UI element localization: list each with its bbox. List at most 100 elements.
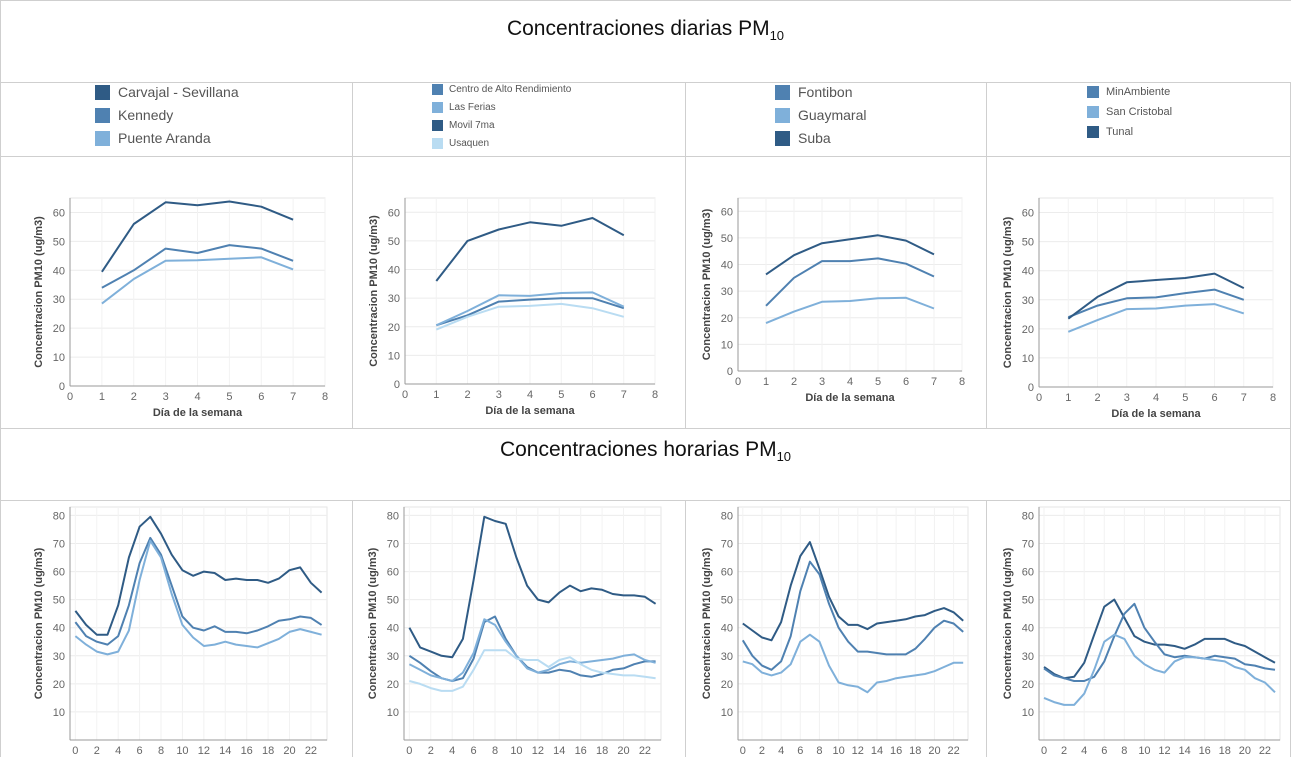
x-tick-label: 20 <box>617 745 629 757</box>
x-tick-label: 2 <box>464 389 470 401</box>
x-tick-label: 5 <box>875 376 881 388</box>
legend-label: Guaymaral <box>798 107 867 123</box>
legend-swatch <box>1087 86 1099 98</box>
legend-label: Usaquen <box>449 138 490 149</box>
y-tick-label: 40 <box>1022 266 1034 278</box>
x-tick-label: 4 <box>449 745 455 757</box>
y-tick-label: 20 <box>1022 679 1034 691</box>
legend-item: Fontibon <box>775 84 852 100</box>
x-tick-label: 22 <box>305 745 317 757</box>
y-axis-label: Concentracion PM10 (ug/m3) <box>33 547 45 699</box>
x-tick-label: 2 <box>759 745 765 757</box>
x-tick-label: 10 <box>1138 745 1150 757</box>
series-line <box>765 296 935 325</box>
y-axis-label: Concentracion PM10 (ug/m3) <box>33 216 45 368</box>
y-tick-label: 80 <box>53 510 65 522</box>
legend-swatch <box>95 130 110 146</box>
x-tick-label: 7 <box>621 389 627 401</box>
series-line <box>1067 303 1245 333</box>
x-tick-label: 18 <box>909 745 921 757</box>
y-tick-label: 10 <box>1022 353 1034 365</box>
legend-swatch <box>775 130 790 146</box>
series-line <box>408 618 656 682</box>
x-tick-label: 10 <box>510 745 522 757</box>
legend-swatch <box>1087 106 1099 118</box>
legend-label: Fontibon <box>798 84 853 100</box>
y-axis-label: Concentracion PM10 (ug/m3) <box>701 208 713 360</box>
hourly-title-subscript: 10 <box>776 449 792 465</box>
y-tick-label: 40 <box>53 265 65 277</box>
series-line <box>742 541 964 642</box>
x-tick-label: 3 <box>496 389 502 401</box>
hourly-section-title: Concentraciones horarias PM10 <box>0 438 1291 464</box>
x-axis-label: Día de la semana <box>805 392 895 404</box>
y-tick-label: 30 <box>387 651 399 663</box>
daily-chart-cell-2 <box>352 156 685 428</box>
x-tick-label: 1 <box>99 391 105 403</box>
y-tick-label: 0 <box>59 381 65 393</box>
y-tick-label: 0 <box>727 366 733 378</box>
x-tick-label: 6 <box>1211 392 1217 404</box>
plot-area <box>737 506 969 741</box>
y-tick-label: 60 <box>1022 567 1034 579</box>
x-tick-label: 6 <box>471 745 477 757</box>
plot-area <box>1038 506 1281 741</box>
legend-label: San Cristobal <box>1106 106 1173 118</box>
y-tick-label: 40 <box>53 623 65 635</box>
x-tick-label: 12 <box>532 745 544 757</box>
legend-swatch <box>432 102 443 113</box>
daily-chart-cell-1 <box>0 156 352 428</box>
series-line <box>101 200 294 273</box>
x-tick-label: 12 <box>1158 745 1170 757</box>
daily-title-cell <box>0 0 1291 82</box>
x-tick-label: 16 <box>575 745 587 757</box>
x-tick-label: 8 <box>492 745 498 757</box>
y-tick-label: 60 <box>721 567 733 579</box>
x-axis-label: Día de la semana <box>485 405 575 417</box>
x-tick-label: 0 <box>1036 392 1042 404</box>
legend-swatch <box>775 84 790 100</box>
series-line <box>435 297 625 327</box>
legend-item: Centro de Alto Rendimiento <box>432 84 571 95</box>
legend-label: Centro de Alto Rendimiento <box>449 84 572 95</box>
y-tick-label: 0 <box>394 379 400 391</box>
x-tick-label: 14 <box>553 745 565 757</box>
y-axis-label: Concentracion PM10 (ug/m3) <box>1002 547 1014 699</box>
legend-label: Suba <box>798 130 831 146</box>
x-tick-label: 2 <box>131 391 137 403</box>
y-tick-label: 40 <box>387 623 399 635</box>
x-tick-label: 8 <box>1121 745 1127 757</box>
x-tick-label: 8 <box>816 745 822 757</box>
legend-cell-2 <box>352 82 685 156</box>
x-tick-label: 2 <box>791 376 797 388</box>
series-line <box>74 515 323 636</box>
x-tick-label: 10 <box>833 745 845 757</box>
series-line <box>409 649 656 692</box>
x-tick-label: 1 <box>1065 392 1071 404</box>
x-tick-label: 3 <box>819 376 825 388</box>
y-tick-label: 30 <box>53 294 65 306</box>
x-tick-label: 16 <box>1199 745 1211 757</box>
y-tick-label: 30 <box>721 286 733 298</box>
y-tick-label: 50 <box>1022 595 1034 607</box>
legend-label: Las Ferias <box>449 102 496 113</box>
x-tick-label: 2 <box>428 745 434 757</box>
y-tick-label: 50 <box>387 595 399 607</box>
y-tick-label: 20 <box>721 313 733 325</box>
y-tick-label: 40 <box>721 260 733 272</box>
series-line <box>1043 598 1276 680</box>
x-tick-label: 22 <box>639 745 651 757</box>
y-tick-label: 50 <box>721 595 733 607</box>
x-tick-label: 6 <box>1101 745 1107 757</box>
legend-item: Kennedy <box>95 107 173 123</box>
x-tick-label: 0 <box>406 745 412 757</box>
hourly-title-text: Concentraciones horarias PM <box>499 438 777 461</box>
y-tick-label: 80 <box>387 510 399 522</box>
y-tick-label: 30 <box>53 651 65 663</box>
legend-swatch <box>432 120 443 131</box>
daily-section-title: Concentraciones diarias PM10 <box>0 17 1291 43</box>
